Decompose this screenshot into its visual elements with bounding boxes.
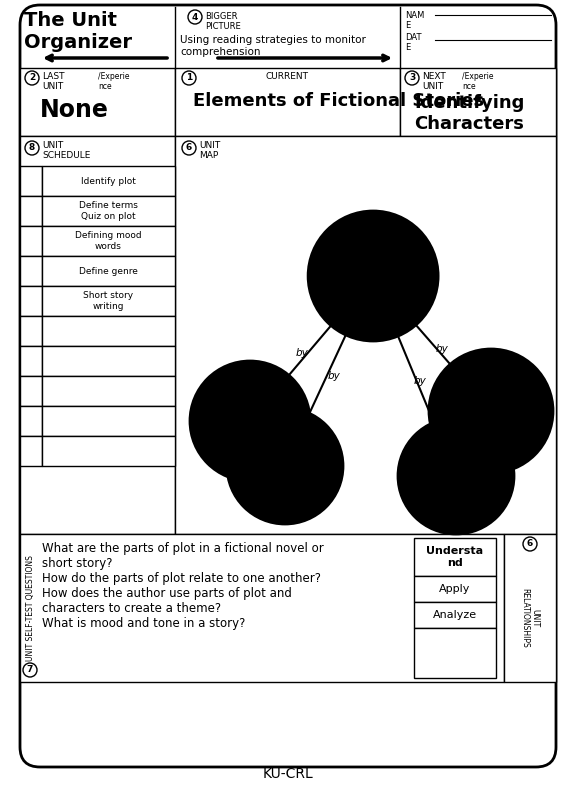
Text: /Experie
nce: /Experie nce	[98, 72, 130, 91]
Text: UNIT
SCHEDULE: UNIT SCHEDULE	[42, 141, 90, 161]
Bar	[20, 256, 42, 286]
Bar	[42, 316, 175, 346]
Text: by: by	[413, 376, 426, 386]
Bar	[20, 534, 504, 682]
Bar	[175, 136, 556, 534]
Bar	[42, 226, 175, 256]
Text: Identifying
mood and tone
in a story: Identifying mood and tone in a story	[449, 394, 533, 428]
Bar	[20, 68, 175, 136]
Bar	[42, 406, 175, 436]
Text: Define terms
Quiz on plot: Define terms Quiz on plot	[79, 201, 138, 221]
Bar	[414, 576, 496, 602]
Text: Defining mood
words: Defining mood words	[75, 231, 142, 251]
Text: NAM
E: NAM E	[405, 11, 425, 30]
Text: Elements of Fictional Stories: Elements of Fictional Stories	[193, 92, 484, 110]
Text: DAT
E: DAT E	[405, 33, 422, 52]
Text: 1: 1	[186, 74, 192, 82]
Text: GOAL: GOAL	[367, 213, 389, 222]
Bar	[42, 436, 175, 466]
Bar	[20, 316, 42, 346]
Text: What are the parts of plot in a fictional novel or
short story?
How do the parts: What are the parts of plot in a fictiona…	[42, 542, 324, 630]
Text: UNIT SELF-TEST QUESTIONS: UNIT SELF-TEST QUESTIONS	[25, 555, 35, 661]
Circle shape	[227, 408, 343, 524]
Bar	[42, 196, 175, 226]
Text: UNIT
RELATIONSHIPS: UNIT RELATIONSHIPS	[520, 588, 540, 648]
Circle shape	[308, 211, 438, 341]
Text: Define genre: Define genre	[79, 266, 138, 276]
Bar	[20, 406, 42, 436]
Bar	[42, 256, 175, 286]
Bar	[20, 166, 42, 196]
Text: Understanding the
elements of Fictional
stories, applying, and
analyzing the
ele: Understanding the elements of Fictional …	[324, 246, 422, 307]
Text: None: None	[40, 98, 109, 122]
Bar	[42, 346, 175, 376]
Bar	[504, 534, 556, 682]
Bar	[42, 166, 175, 196]
Bar	[20, 376, 42, 406]
Bar	[20, 286, 42, 316]
Bar	[414, 538, 496, 576]
Text: Identifying
characteristics of
this genre: Identifying characteristics of this genr…	[208, 405, 292, 438]
Bar	[400, 68, 556, 136]
Text: NEXT
UNIT: NEXT UNIT	[422, 72, 446, 91]
Text: /Experie
nce: /Experie nce	[462, 72, 494, 91]
Text: 4: 4	[192, 13, 198, 21]
Text: KU-CRL: KU-CRL	[263, 767, 313, 781]
Text: Using reading strategies to monitor
comprehension: Using reading strategies to monitor comp…	[180, 35, 366, 56]
Bar	[42, 376, 175, 406]
Bar	[20, 436, 42, 466]
Text: BIGGER
PICTURE: BIGGER PICTURE	[205, 12, 241, 32]
Text: by: by	[435, 344, 449, 353]
Circle shape	[190, 361, 310, 481]
Text: 6: 6	[527, 539, 533, 549]
Text: Understa
nd: Understa nd	[426, 546, 484, 568]
Text: 6: 6	[186, 143, 192, 153]
FancyBboxPatch shape	[20, 5, 556, 767]
Text: 2: 2	[29, 74, 35, 82]
Text: 8: 8	[29, 143, 35, 153]
Text: Identifying a
theme from a list
of choices based
on the story: Identifying a theme from a list of choic…	[414, 454, 498, 498]
Bar	[175, 68, 400, 136]
Bar	[20, 196, 42, 226]
Bar	[42, 286, 175, 316]
Text: Identifying
Characters: Identifying Characters	[414, 94, 524, 133]
Bar	[20, 136, 175, 534]
Bar	[414, 628, 496, 678]
Text: by: by	[295, 348, 308, 359]
Text: Apply: Apply	[439, 584, 471, 594]
Text: Identifying and
defining parts of
plot: Identifying and defining parts of plot	[245, 449, 325, 482]
Text: CURRENT: CURRENT	[266, 72, 309, 81]
Bar	[20, 346, 42, 376]
Text: UNIT
MAP: UNIT MAP	[199, 141, 220, 161]
Text: 3: 3	[409, 74, 415, 82]
Text: The Unit
Organizer: The Unit Organizer	[24, 11, 132, 52]
Text: Analyze: Analyze	[433, 610, 477, 620]
Text: Short story
writing: Short story writing	[84, 291, 134, 310]
Circle shape	[429, 349, 553, 473]
Bar	[414, 602, 496, 628]
Text: LAST
UNIT: LAST UNIT	[42, 72, 65, 91]
Text: by: by	[328, 371, 340, 381]
Text: Identify plot: Identify plot	[81, 177, 136, 185]
Text: 7: 7	[27, 665, 33, 675]
Circle shape	[398, 418, 514, 534]
Bar	[20, 226, 42, 256]
